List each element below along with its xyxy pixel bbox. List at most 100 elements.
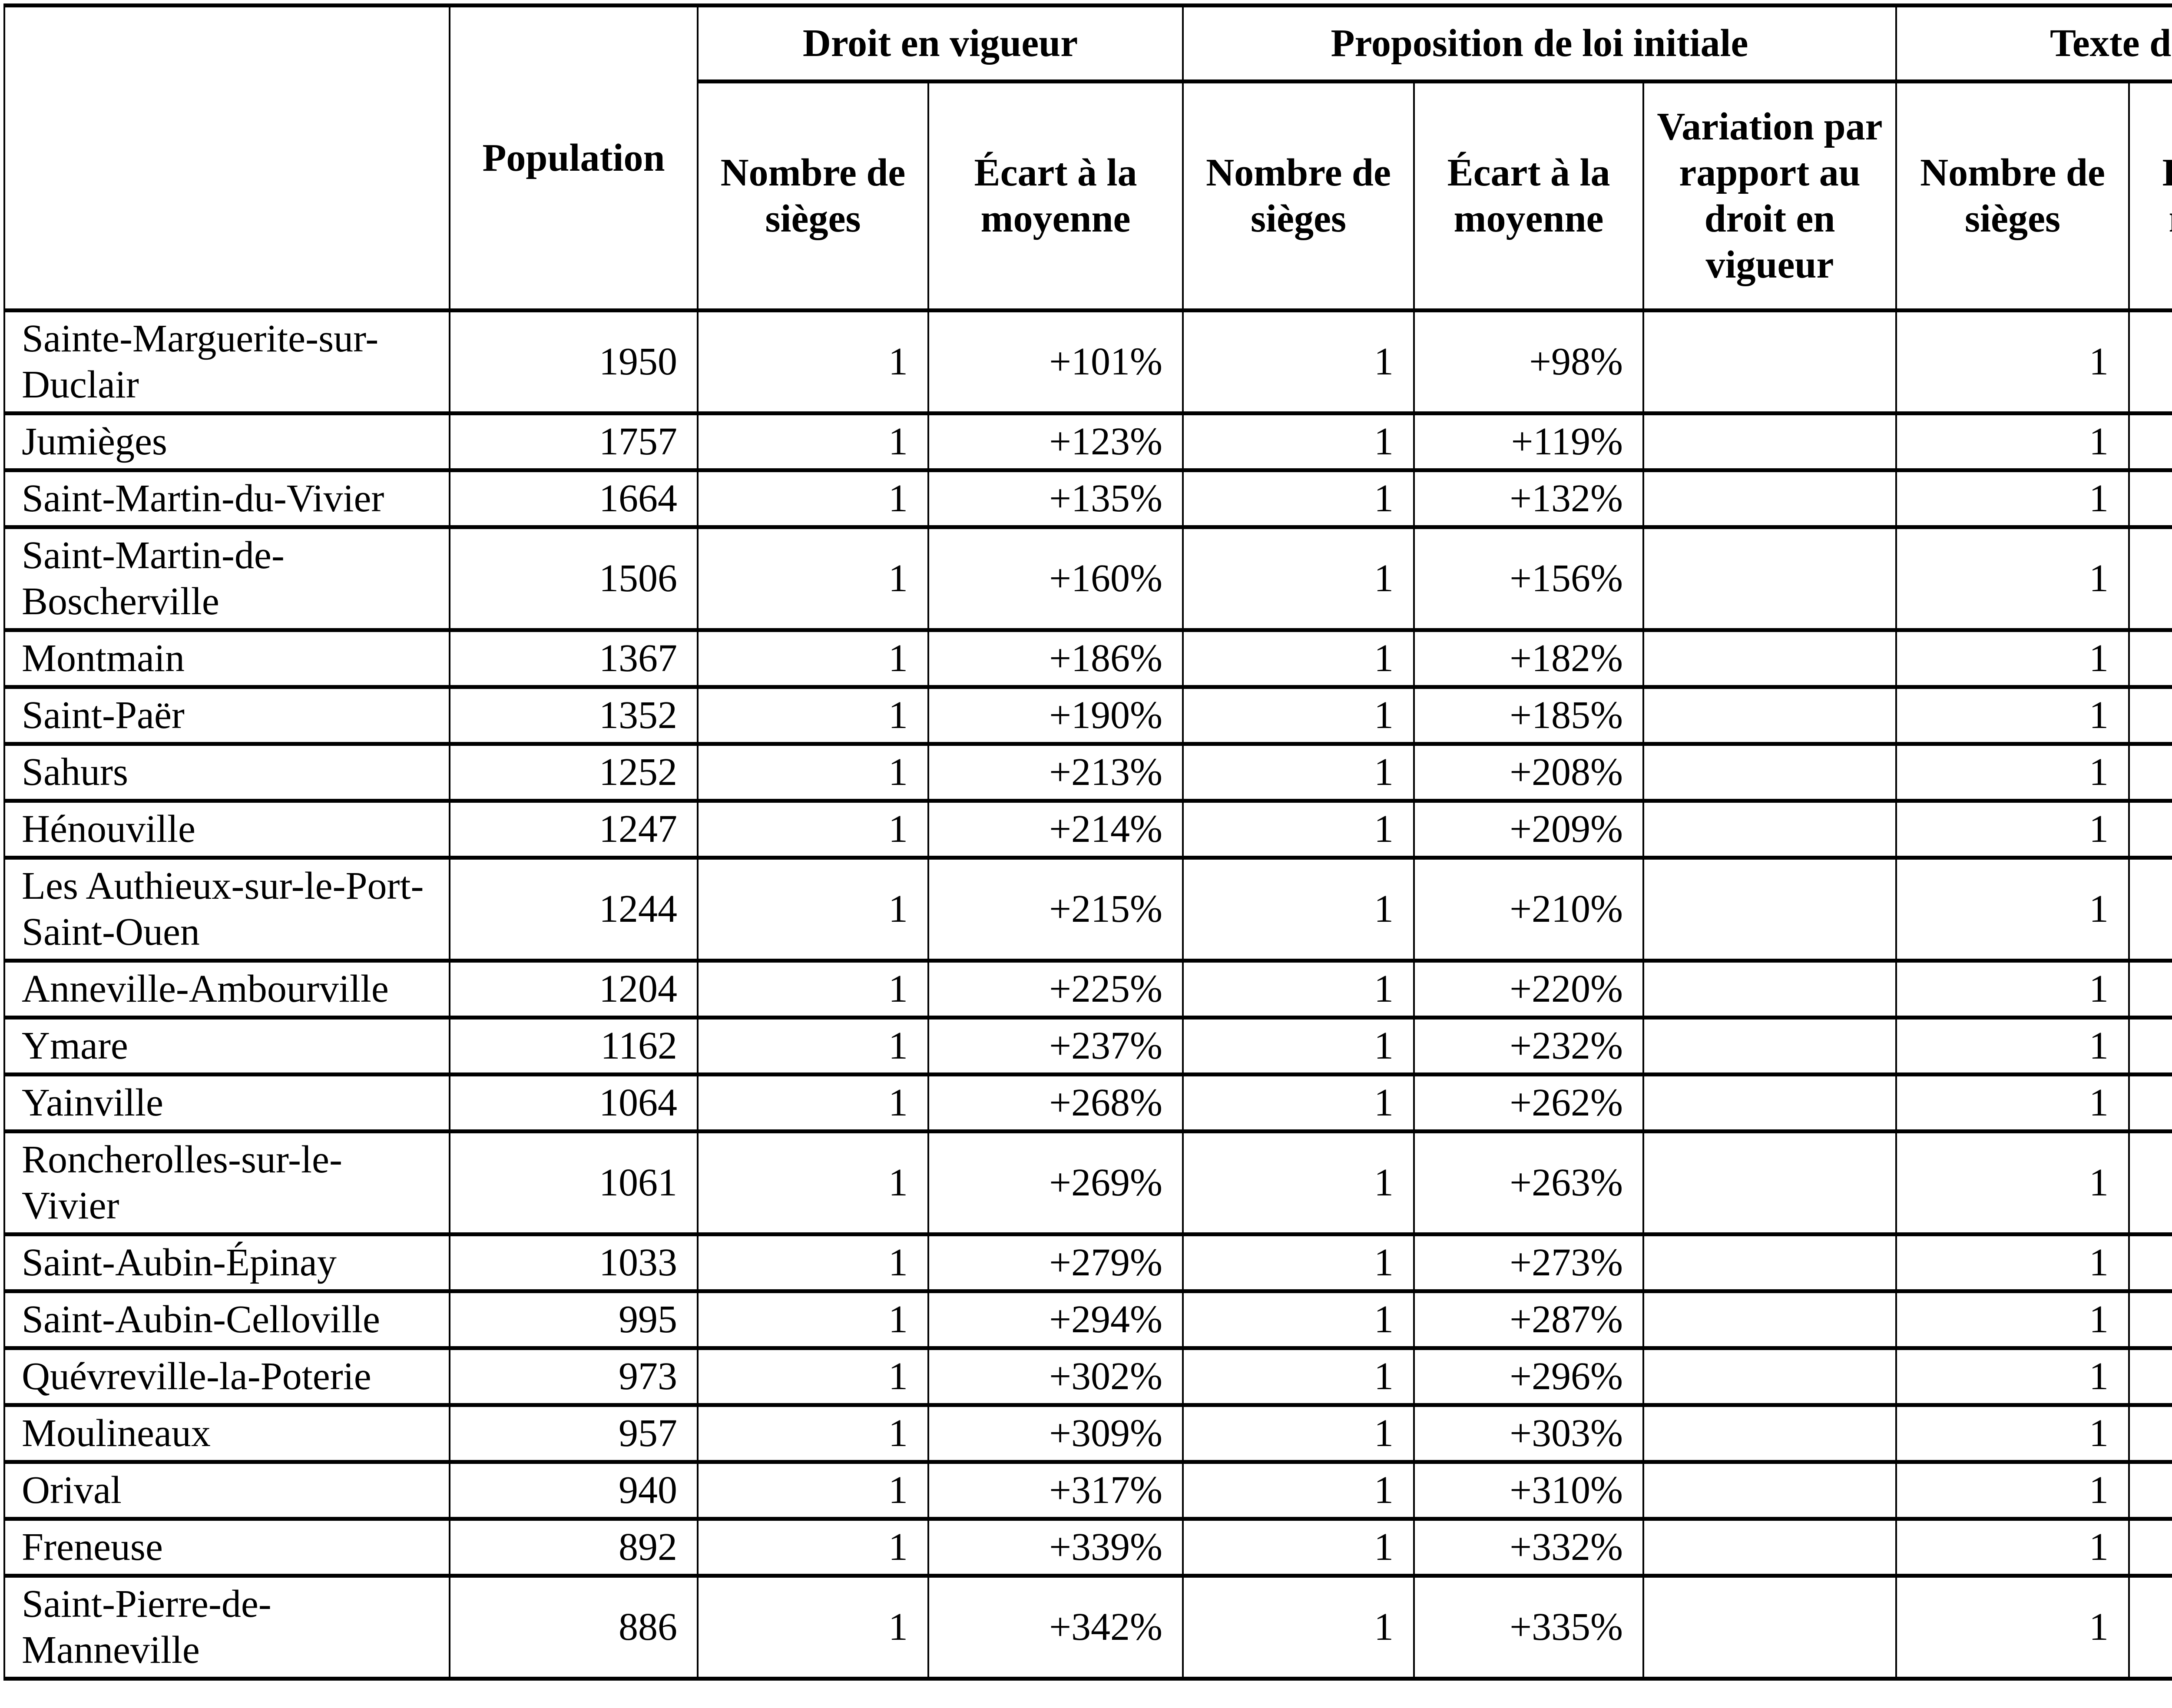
tc-sieges-cell: 1: [1895, 411, 2130, 472]
droit-sieges-cell: 1: [697, 525, 929, 632]
droit-sieges-cell: 1: [697, 742, 929, 803]
pli-ecart-cell: +232%: [1413, 1016, 1645, 1076]
pli-sieges-cell: 1: [1182, 799, 1415, 860]
tc-sieges-cell: 1: [1895, 1460, 2130, 1521]
pli-ecart-cell: +310%: [1413, 1460, 1645, 1521]
pli-ecart-cell: +335%: [1413, 1574, 1645, 1681]
tc-ecart-cell: +112%: [2128, 468, 2172, 529]
tc-sieges-cell: 1: [1895, 959, 2130, 1020]
commune-cell: Jumièges: [3, 411, 450, 472]
commune-cell: Saint-Paër: [3, 685, 450, 746]
droit-ecart-cell: +225%: [927, 959, 1184, 1020]
pli-sieges-cell: 1: [1182, 1072, 1415, 1133]
commune-cell: Moulineaux: [3, 1403, 450, 1464]
pli-ecart-cell: +119%: [1413, 411, 1645, 472]
tc-ecart-cell: +81%: [2128, 308, 2172, 415]
pli-ecart-cell: +98%: [1413, 308, 1645, 415]
tc-sieges-cell: 1: [1895, 1232, 2130, 1293]
tc-ecart-cell: +297%: [2128, 1574, 2172, 1681]
droit-ecart-cell: +101%: [927, 308, 1184, 415]
commune-cell: Roncherolles-sur-le-Vivier: [3, 1129, 450, 1236]
pli-sieges-cell: 1: [1182, 1129, 1415, 1236]
population-cell: 1064: [449, 1072, 699, 1133]
population-cell: 973: [449, 1346, 699, 1407]
droit-ecart-cell: +269%: [927, 1129, 1184, 1236]
droit-ecart-cell: +214%: [927, 799, 1184, 860]
droit-ecart-cell: +135%: [927, 468, 1184, 529]
pli-sieges-header: Nombre de sièges: [1182, 79, 1415, 312]
pli-variation-cell: [1642, 468, 1897, 529]
pli-ecart-cell: +220%: [1413, 959, 1645, 1020]
tc-ecart-cell: +181%: [2128, 742, 2172, 803]
pli-ecart-cell: +287%: [1413, 1289, 1645, 1350]
pli-sieges-cell: 1: [1182, 1289, 1415, 1350]
pli-variation-cell: [1642, 1517, 1897, 1578]
droit-ecart-cell: +237%: [927, 1016, 1184, 1076]
tc-sieges-cell: 1: [1895, 308, 2130, 415]
tc-ecart-cell: +158%: [2128, 628, 2172, 689]
tc-sieges-cell: 1: [1895, 1517, 2130, 1578]
pli-sieges-cell: 1: [1182, 628, 1415, 689]
header-sub-row: Nombre de sièges Écart à la moyenne Nomb…: [4, 79, 2172, 312]
tc-sieges-cell: 1: [1895, 1016, 2130, 1076]
communes-seats-table: Population Droit en vigueur Proposition …: [3, 3, 2172, 1681]
pli-variation-cell: [1642, 1129, 1897, 1236]
droit-sieges-cell: 1: [697, 1289, 929, 1350]
droit-sieges-header: Nombre de sièges: [697, 79, 929, 312]
pli-variation-cell: [1642, 742, 1897, 803]
pli-ecart-cell: +263%: [1413, 1129, 1645, 1236]
pli-variation-cell: [1642, 1072, 1897, 1133]
table-row: Les Authieux-sur-le-Port-Saint-Ouen 1244 1…: [3, 856, 2172, 963]
pli-variation-cell: [1642, 1346, 1897, 1407]
pli-sieges-cell: 1: [1182, 1016, 1415, 1076]
tc-ecart-cell: +295%: [2128, 1517, 2172, 1578]
droit-sieges-cell: 1: [697, 628, 929, 689]
pli-ecart-cell: +332%: [1413, 1517, 1645, 1578]
tc-ecart-cell: +183%: [2128, 856, 2172, 963]
pli-sieges-cell: 1: [1182, 1403, 1415, 1464]
pli-variation-cell: [1642, 628, 1897, 689]
commune-cell: Anneville-Ambourville: [3, 959, 450, 1020]
tc-ecart-cell: +232%: [2128, 1129, 2172, 1236]
population-cell: 1506: [449, 525, 699, 632]
pli-variation-cell: [1642, 1016, 1897, 1076]
droit-ecart-cell: +294%: [927, 1289, 1184, 1350]
population-cell: 1757: [449, 411, 699, 472]
droit-ecart-cell: +123%: [927, 411, 1184, 472]
population-cell: 1162: [449, 1016, 699, 1076]
droit-ecart-cell: +279%: [927, 1232, 1184, 1293]
droit-sieges-cell: 1: [697, 411, 929, 472]
corner-cell: [3, 3, 450, 312]
droit-ecart-cell: +302%: [927, 1346, 1184, 1407]
droit-ecart-cell: +317%: [927, 1460, 1184, 1521]
droit-ecart-cell: +160%: [927, 525, 1184, 632]
tc-ecart-cell: +182%: [2128, 799, 2172, 860]
tc-ecart-cell: +268%: [2128, 1403, 2172, 1464]
table-header: Population Droit en vigueur Proposition …: [3, 3, 2172, 312]
population-cell: 1061: [449, 1129, 699, 1236]
table-row: Saint-Martin-de-Boscherville 1506 1 +160% 1 +…: [3, 525, 2172, 632]
tc-ecart-header: Écart à la moyenne: [2128, 79, 2172, 312]
droit-sieges-cell: 1: [697, 1016, 929, 1076]
population-cell: 1247: [449, 799, 699, 860]
droit-sieges-cell: 1: [697, 1574, 929, 1681]
population-cell: 940: [449, 1460, 699, 1521]
pli-sieges-cell: 1: [1182, 685, 1415, 746]
tc-sieges-cell: 1: [1895, 1289, 2130, 1350]
table-row: Sainte-Marguerite-sur-Duclair 1950 1 +101% 1…: [3, 308, 2172, 415]
commune-cell: Montmain: [3, 628, 450, 689]
pli-ecart-cell: +132%: [1413, 468, 1645, 529]
pli-variation-header: Variation par rapport au droit en vigueu…: [1642, 79, 1897, 312]
pli-sieges-cell: 1: [1182, 308, 1415, 415]
droit-ecart-cell: +213%: [927, 742, 1184, 803]
pli-sieges-cell: 1: [1182, 1232, 1415, 1293]
commune-cell: Sainte-Marguerite-sur-Duclair: [3, 308, 450, 415]
population-cell: 1352: [449, 685, 699, 746]
pli-ecart-cell: +296%: [1413, 1346, 1645, 1407]
tc-ecart-cell: +262%: [2128, 1346, 2172, 1407]
droit-sieges-cell: 1: [697, 468, 929, 529]
